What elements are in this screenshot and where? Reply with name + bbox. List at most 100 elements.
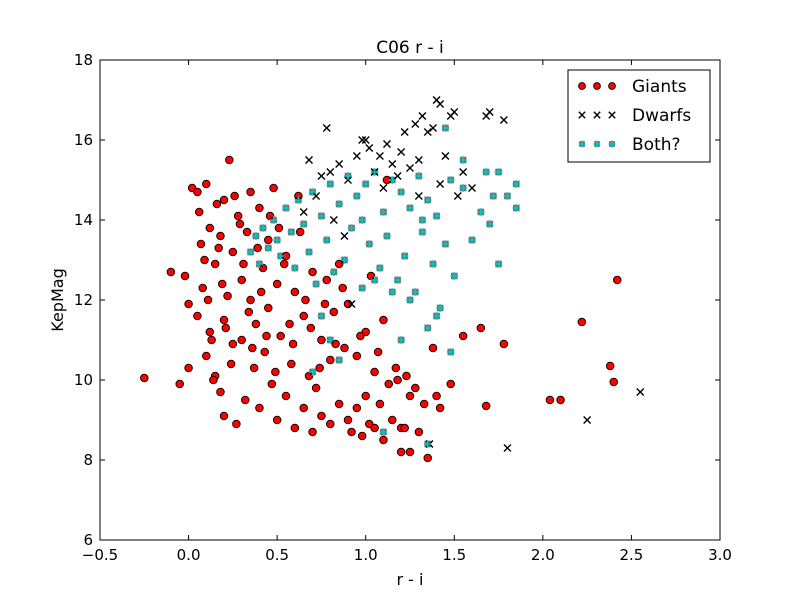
data-point (406, 296, 414, 304)
legend: Giants Dwarfs Both? (567, 69, 711, 163)
data-point (499, 116, 508, 124)
data-point (489, 192, 498, 200)
data-point (361, 180, 370, 188)
data-point (315, 363, 324, 373)
data-point (365, 240, 374, 248)
data-point (450, 108, 459, 116)
data-point (428, 343, 438, 353)
data-point (285, 319, 294, 329)
data-point (343, 415, 353, 425)
data-point (418, 216, 427, 224)
data-point (423, 128, 432, 136)
data-point (468, 184, 476, 192)
data-point (291, 264, 299, 272)
data-point (382, 140, 391, 148)
data-point (322, 124, 331, 132)
data-point (636, 388, 645, 396)
data-point (202, 351, 211, 361)
legend-label: Both? (632, 135, 681, 155)
y-tick-label: 6 (83, 531, 93, 549)
data-point (203, 295, 213, 305)
data-point (326, 180, 335, 188)
data-point (556, 395, 565, 405)
data-point (205, 223, 215, 233)
data-point (210, 259, 220, 269)
data-point (198, 283, 207, 293)
legend-marker (593, 82, 601, 90)
series-both (246, 124, 521, 448)
data-point (446, 176, 455, 184)
data-point (373, 347, 383, 357)
data-point (214, 243, 223, 253)
data-point (219, 195, 229, 205)
data-point (255, 260, 264, 268)
data-point (225, 155, 234, 165)
data-point (335, 200, 343, 208)
data-point (312, 280, 320, 288)
data-point (205, 327, 215, 337)
data-point (441, 240, 450, 248)
data-point (441, 152, 450, 160)
data-point (384, 379, 393, 389)
x-tick-label: 2.0 (531, 546, 555, 564)
data-point (411, 383, 420, 393)
data-point (287, 359, 296, 369)
data-point (405, 391, 415, 401)
data-point (279, 259, 289, 269)
data-point (271, 367, 280, 377)
data-point (383, 232, 391, 240)
data-point (242, 227, 252, 237)
data-point (358, 136, 367, 144)
data-point (356, 331, 365, 341)
data-point (499, 339, 509, 349)
data-point (305, 156, 314, 164)
data-point (481, 401, 491, 411)
data-point (255, 203, 264, 213)
legend-marker (608, 140, 616, 148)
legend-item: Giants (578, 77, 687, 97)
data-point (352, 403, 362, 413)
data-point (423, 324, 432, 332)
data-point (246, 248, 255, 256)
data-point (361, 391, 370, 401)
data-point (393, 276, 402, 284)
x-tick-label: 1.5 (442, 546, 466, 564)
data-point (358, 284, 366, 292)
data-point (446, 348, 455, 356)
legend-item: Dwarfs (578, 106, 691, 126)
data-point (290, 287, 300, 297)
data-point (406, 164, 414, 172)
data-point (347, 427, 356, 437)
data-point (414, 192, 423, 200)
data-point (340, 256, 349, 264)
data-point (494, 260, 503, 268)
data-point (393, 375, 402, 385)
data-point (269, 216, 278, 224)
data-point (317, 212, 326, 220)
data-point (370, 423, 379, 433)
data-point (219, 411, 229, 421)
data-point (577, 317, 587, 327)
data-point (512, 204, 521, 212)
data-point (219, 315, 229, 325)
data-point (276, 252, 285, 260)
data-point (432, 391, 441, 401)
data-point (260, 347, 269, 357)
data-point (429, 124, 438, 132)
data-point (259, 224, 267, 232)
data-point (317, 312, 326, 320)
y-tick-label: 10 (74, 371, 93, 389)
data-point (375, 152, 384, 160)
data-point (583, 416, 592, 424)
data-point (228, 339, 238, 349)
ticks-layer: −0.5 0.0 0.5 1.0 1.5 2.0 2.5 3.0 6 8 10 12 14 16 18 (74, 51, 732, 564)
data-point (140, 373, 149, 383)
data-point (166, 267, 176, 277)
data-point (485, 220, 494, 228)
data-point (264, 303, 273, 313)
data-point (248, 343, 257, 353)
data-point (200, 255, 209, 265)
x-tick-label: 0.0 (177, 546, 201, 564)
data-point (388, 176, 397, 184)
data-point (193, 311, 202, 321)
